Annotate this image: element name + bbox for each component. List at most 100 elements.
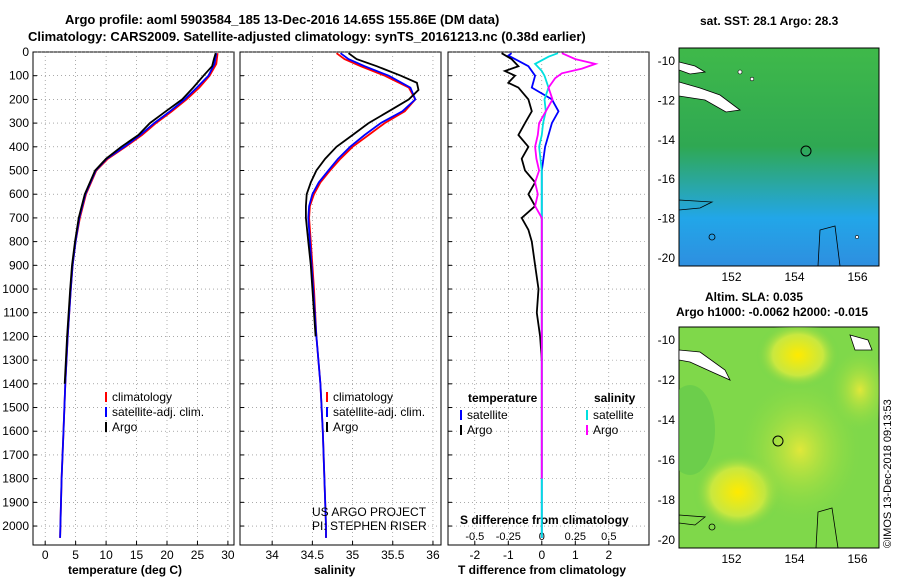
difference-top-xlabel: S difference from climatology (460, 513, 629, 527)
map-y-tick-label: -14 (658, 133, 676, 147)
y-tick-label: 1700 (2, 448, 29, 462)
legend-label: Argo (112, 420, 138, 434)
legend-label: climatology (333, 390, 393, 404)
map-y-tick-label: -18 (658, 493, 676, 507)
title-line-2: Climatology: CARS2009. Satellite-adjuste… (28, 29, 586, 44)
y-tick-label: 1400 (2, 377, 29, 391)
panel-frame-salinity (239, 51, 442, 546)
difference-xlabel: T difference from climatology (458, 563, 627, 577)
panel-frame-temperature (32, 51, 235, 546)
map-y-tick-label: -10 (658, 54, 676, 68)
y-tick-label: 1500 (2, 401, 29, 415)
map-y-tick-label: -20 (658, 533, 676, 547)
x-tick-label: 15 (130, 548, 144, 562)
salinity-xlabel: salinity (314, 563, 356, 577)
y-tick-label: 100 (9, 69, 29, 83)
sla-map-subtitle: Argo h1000: -0.0062 h2000: -0.015 (676, 305, 869, 319)
island-icon (679, 349, 731, 381)
y-tick-label: 1800 (2, 472, 29, 486)
top-x-tick-label: -0.25 (496, 531, 521, 543)
x-tick-label: 34 (265, 548, 279, 562)
map-y-tick-label: -10 (658, 333, 676, 347)
map-y-tick-label: -16 (658, 453, 676, 467)
y-tick-label: 1100 (3, 306, 29, 320)
contour-line (679, 514, 707, 526)
y-tick-label: 200 (9, 92, 29, 106)
x-tick-label: 35 (346, 548, 360, 562)
series-line-difference-t-satellite (506, 52, 560, 538)
contour-line (815, 507, 839, 548)
y-tick-label: 1300 (2, 353, 29, 367)
y-tick-label: 300 (9, 116, 29, 130)
map-y-tick-label: -12 (658, 93, 676, 107)
map-x-tick-label: 156 (847, 270, 867, 284)
map-x-tick-label: 156 (847, 552, 867, 566)
float-position-marker (772, 435, 784, 447)
legend-label: Argo (333, 420, 359, 434)
y-tick-label: 900 (9, 258, 29, 272)
x-tick-label: 0 (538, 548, 545, 562)
x-tick-label: 34.5 (301, 548, 325, 562)
contour-line (817, 225, 841, 266)
y-tick-label: 0 (22, 45, 29, 59)
y-tick-label: 2000 (2, 519, 29, 533)
map-x-tick-label: 154 (784, 270, 804, 284)
legend-label: satellite-adj. clim. (333, 405, 425, 419)
series-line-salinity-argo (304, 52, 420, 337)
series-line-temperature-satellite-adj-clim- (59, 53, 218, 538)
x-tick-label: 25 (191, 548, 205, 562)
series-line-difference-t-argo (501, 52, 543, 361)
x-tick-label: -2 (469, 548, 480, 562)
sst-map-frame (678, 47, 880, 267)
x-tick-label: 0 (42, 548, 49, 562)
x-tick-label: 36 (426, 548, 440, 562)
top-x-tick-label: 0.25 (565, 531, 586, 543)
x-tick-label: 20 (160, 548, 174, 562)
map-y-tick-label: -20 (658, 251, 676, 265)
x-tick-label: 1 (572, 548, 579, 562)
legend-label: satellite (593, 408, 634, 422)
y-tick-label: 600 (9, 187, 29, 201)
x-tick-label: -1 (503, 548, 514, 562)
float-position-marker (800, 145, 812, 157)
y-tick-label: 500 (9, 164, 29, 178)
x-tick-label: 30 (221, 548, 235, 562)
legend-label: satellite-adj. clim. (112, 405, 204, 419)
legend-label: Argo (467, 423, 493, 437)
map-x-tick-label: 152 (721, 552, 741, 566)
legend-title-temperature: temperature (468, 391, 538, 405)
title-line-1: Argo profile: aoml 5903584_185 13-Dec-20… (65, 12, 500, 27)
island-icon (849, 334, 873, 351)
contour-line (679, 199, 714, 211)
y-tick-label: 1000 (2, 282, 29, 296)
legend-label: satellite (467, 408, 508, 422)
y-tick-label: 1600 (2, 424, 29, 438)
temperature-xlabel: temperature (deg C) (68, 563, 183, 577)
legend-label: climatology (112, 390, 172, 404)
x-tick-label: 35.5 (381, 548, 405, 562)
y-tick-label: 1900 (2, 495, 29, 509)
salinity-annotation: US ARGO PROJECT (312, 505, 427, 519)
salinity-annotation: PI: STEPHEN RISER (312, 519, 427, 533)
series-line-salinity-climatology (308, 52, 417, 538)
series-line-salinity-satellite-adj-clim- (307, 52, 417, 538)
series-line-difference-s-argo (534, 52, 599, 479)
sst-map-title: sat. SST: 28.1 Argo: 28.3 (700, 14, 839, 28)
series-line-temperature-argo (63, 52, 217, 384)
map-y-tick-label: -14 (658, 413, 676, 427)
top-x-tick-label: 0.5 (601, 531, 616, 543)
y-tick-label: 400 (9, 140, 29, 154)
top-x-tick-label: -0.5 (465, 531, 484, 543)
sst-map (678, 47, 880, 267)
map-x-tick-label: 154 (784, 552, 804, 566)
map-y-tick-label: -12 (658, 373, 676, 387)
y-tick-label: 1200 (2, 329, 29, 343)
sla-map (678, 326, 880, 549)
x-tick-label: 2 (605, 548, 612, 562)
island-icon (679, 81, 742, 113)
x-tick-label: 10 (99, 548, 113, 562)
sla-map-title: Altim. SLA: 0.035 (705, 290, 804, 304)
map-x-tick-label: 152 (721, 270, 741, 284)
series-line-temperature-climatology (59, 53, 219, 538)
